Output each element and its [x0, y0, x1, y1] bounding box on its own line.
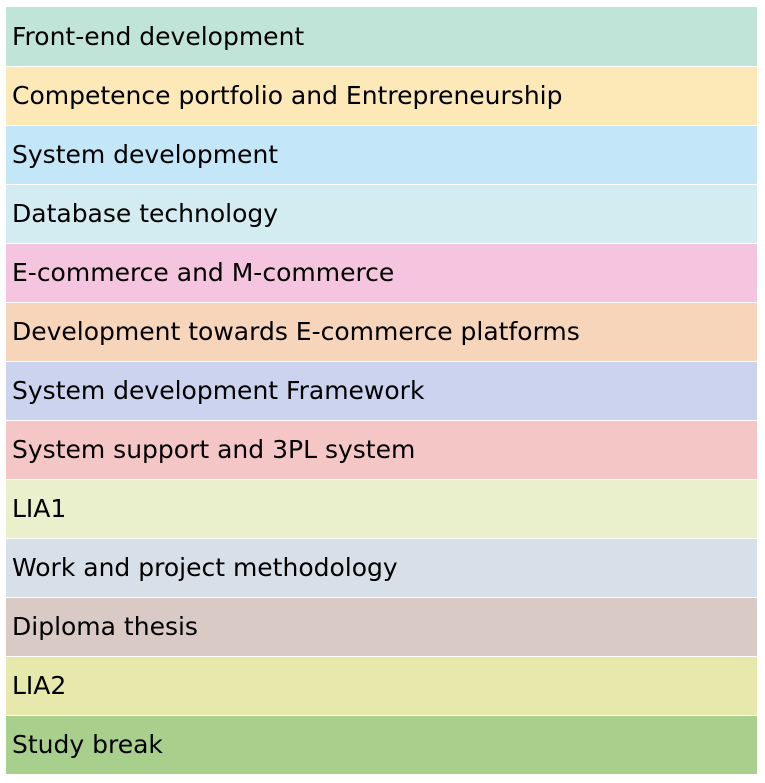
legend-row-study-break: Study break [6, 714, 757, 774]
legend-row-lia1: LIA1 [6, 478, 757, 538]
legend-label: System development [6, 124, 757, 184]
legend-label: System development Framework [6, 360, 757, 420]
legend-row-front-end-development: Front-end development [6, 7, 757, 66]
legend-row-database-technology: Database technology [6, 183, 757, 243]
legend-label: LIA2 [6, 655, 757, 715]
legend-label: LIA1 [6, 478, 757, 538]
legend-label: Study break [6, 714, 757, 774]
legend-label: Database technology [6, 183, 757, 243]
legend-label: Diploma thesis [6, 596, 757, 656]
legend-row-e-commerce-platforms: Development towards E-commerce platforms [6, 301, 757, 361]
legend-row-system-development-framework: System development Framework [6, 360, 757, 420]
legend-row-system-support-3pl: System support and 3PL system [6, 419, 757, 479]
legend-row-lia2: LIA2 [6, 655, 757, 715]
legend-label: E-commerce and M-commerce [6, 242, 757, 302]
legend-row-work-project-methodology: Work and project methodology [6, 537, 757, 597]
legend-label: System support and 3PL system [6, 419, 757, 479]
legend-label: Development towards E-commerce platforms [6, 301, 757, 361]
legend-label: Front-end development [6, 7, 757, 66]
legend-row-system-development: System development [6, 124, 757, 184]
legend-label: Work and project methodology [6, 537, 757, 597]
legend-label: Competence portfolio and Entrepreneurshi… [6, 65, 757, 125]
legend-row-diploma-thesis: Diploma thesis [6, 596, 757, 656]
course-legend-table: Front-end development Competence portfol… [6, 7, 757, 774]
legend-row-competence-portfolio: Competence portfolio and Entrepreneurshi… [6, 65, 757, 125]
legend-row-e-commerce-m-commerce: E-commerce and M-commerce [6, 242, 757, 302]
